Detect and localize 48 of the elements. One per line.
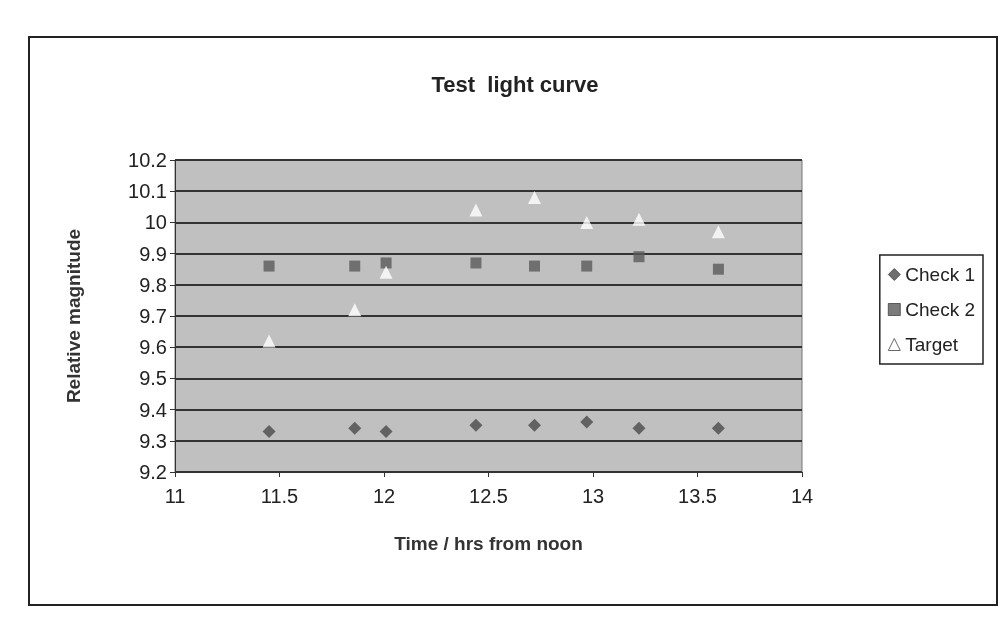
point xyxy=(632,421,646,435)
x-tick-label: 13.5 xyxy=(678,485,717,507)
y-tick-label: 9.4 xyxy=(139,398,167,421)
point xyxy=(469,203,483,217)
y-tick-label: 9.9 xyxy=(139,242,167,265)
point xyxy=(528,260,540,272)
legend-label: Target xyxy=(905,334,959,355)
point xyxy=(470,257,482,269)
point xyxy=(580,215,594,229)
point xyxy=(711,421,725,435)
x-tick-label: 12 xyxy=(372,485,396,507)
x-tick-label: 11 xyxy=(164,485,186,507)
chart-title: Test light curve xyxy=(431,71,599,97)
y-tick-label: 9.7 xyxy=(139,305,167,327)
x-tick-label: 14 xyxy=(790,485,814,507)
y-tick-label: 9.3 xyxy=(139,429,167,452)
point xyxy=(711,225,725,239)
point xyxy=(527,418,541,432)
point xyxy=(712,263,724,275)
point xyxy=(379,265,393,279)
y-tick-label: 9.2 xyxy=(139,461,167,483)
point xyxy=(632,212,646,226)
y-tick-label: 10.1 xyxy=(128,180,167,203)
x-tick-label: 12.5 xyxy=(469,485,508,507)
point xyxy=(263,260,275,272)
y-tick-label: 9.5 xyxy=(139,367,167,390)
point xyxy=(580,415,594,429)
point xyxy=(348,303,362,317)
point xyxy=(527,190,541,204)
y-tick-label: 10.2 xyxy=(128,149,167,171)
point xyxy=(348,421,362,435)
point xyxy=(633,251,645,263)
legend-label: Check 2 xyxy=(905,299,975,320)
point xyxy=(469,418,483,432)
point xyxy=(380,257,392,269)
y-tick-label: 10 xyxy=(144,211,167,234)
point xyxy=(379,424,393,438)
y-tick-label: 9.8 xyxy=(139,273,167,296)
y-tick-label: 9.6 xyxy=(139,336,167,359)
x-tick-label: 13 xyxy=(581,485,605,507)
legend-label: Check 1 xyxy=(905,264,975,285)
point xyxy=(581,260,593,272)
point xyxy=(349,260,361,272)
x-tick-label: 11.5 xyxy=(260,485,299,507)
point xyxy=(262,334,276,348)
point xyxy=(262,424,276,438)
y-axis-title: Relative magnitude xyxy=(63,228,84,404)
x-axis-title: Time / hrs from noon xyxy=(394,533,583,554)
